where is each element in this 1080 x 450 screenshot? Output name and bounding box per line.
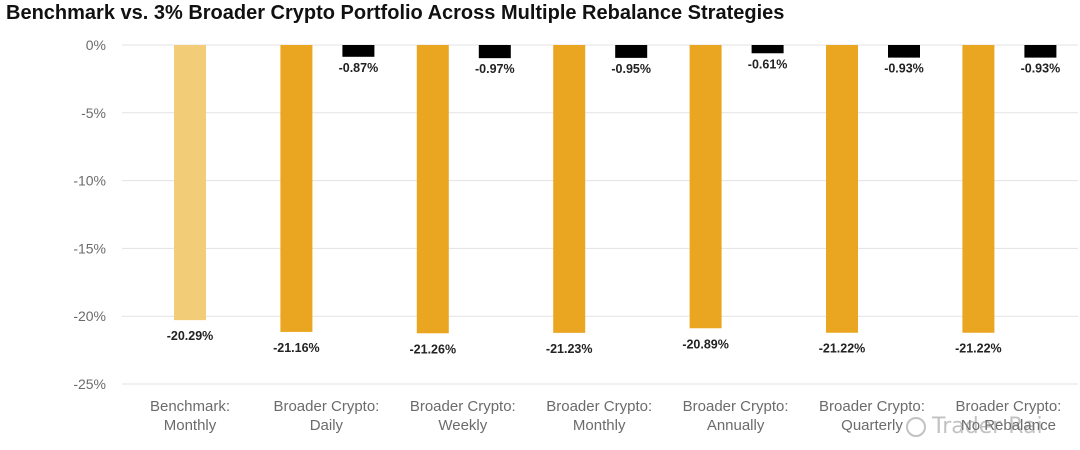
y-axis-ticks: 0% -5% -10% -15% -20% -25% [73, 37, 106, 392]
category-label-line: Weekly [438, 417, 487, 434]
bar-series1 [826, 45, 858, 333]
data-label-series1: -21.22% [955, 342, 1002, 356]
category-label: Broader Crypto: Weekly [410, 398, 516, 434]
category-label: Broader Crypto: Annually [683, 398, 789, 434]
data-label-series2: -0.93% [884, 62, 924, 76]
watermark-icon [906, 417, 926, 437]
data-label-series1: -21.16% [273, 341, 320, 355]
category-label-line: Broader Crypto: [410, 398, 516, 415]
y-tick-label: -5% [81, 105, 106, 121]
category-label-line: Daily [310, 417, 344, 434]
category-label-line: No Rebalance [961, 417, 1056, 434]
y-tick-label: -15% [73, 240, 106, 256]
bar-series1 [553, 45, 586, 333]
bars [174, 45, 1057, 334]
category-label-line: Monthly [164, 417, 217, 434]
category-label: Broader Crypto: Quarterly [819, 398, 925, 434]
data-label-series1: -20.29% [167, 329, 214, 343]
bar-series2 [615, 45, 648, 58]
data-label-series2: -0.97% [475, 62, 515, 76]
data-label-series2: -0.87% [339, 61, 379, 75]
bar-series1 [689, 45, 722, 329]
category-label-line: Broader Crypto: [273, 398, 379, 415]
bar-series2 [888, 45, 920, 58]
data-label-series2: -0.95% [611, 62, 651, 76]
category-label: Broader Crypto: Monthly [546, 398, 652, 434]
data-label-series1: -21.23% [546, 342, 593, 356]
data-label-series2: -0.61% [748, 57, 788, 71]
bar-series2 [342, 45, 375, 57]
y-tick-label: -20% [73, 308, 106, 324]
bar-series2 [751, 45, 784, 54]
category-label-line: Monthly [573, 417, 626, 434]
y-tick-label: 0% [86, 37, 106, 53]
data-label-series1: -21.22% [819, 342, 866, 356]
bar-series2 [478, 45, 511, 59]
gridlines [122, 44, 1078, 385]
watermark-text: Trader Rai [932, 414, 1043, 439]
category-label: Benchmark: Monthly [150, 398, 230, 434]
watermark: Trader Rai [906, 414, 1043, 439]
bar-series1 [280, 45, 313, 332]
category-label-line: Broader Crypto: [819, 398, 925, 415]
category-label-line: Benchmark: [150, 398, 230, 415]
category-label-line: Annually [707, 417, 765, 434]
category-label-line: Quarterly [841, 417, 903, 434]
bar-series1 [962, 45, 995, 333]
data-label-series1: -21.26% [410, 342, 457, 356]
bar-series2 [1024, 45, 1057, 58]
category-label-line: Broader Crypto: [546, 398, 652, 415]
category-label: Broader Crypto: Daily [273, 398, 379, 434]
bar-series1 [174, 45, 206, 321]
chart-title: Benchmark vs. 3% Broader Crypto Portfoli… [6, 2, 785, 24]
y-tick-label: -25% [73, 376, 106, 392]
data-label-series1: -20.89% [682, 337, 729, 351]
data-labels: -20.29% -21.16% -0.87% -21.26% -0.97% -21.23%… [167, 57, 1060, 356]
y-tick-label: -10% [73, 173, 106, 189]
category-label: Broader Crypto: No Rebalance [955, 398, 1061, 434]
data-label-series2: -0.93% [1021, 62, 1061, 76]
bar-series1 [416, 45, 449, 334]
category-label-line: Broader Crypto: [683, 398, 789, 415]
category-label-line: Broader Crypto: [955, 398, 1061, 415]
